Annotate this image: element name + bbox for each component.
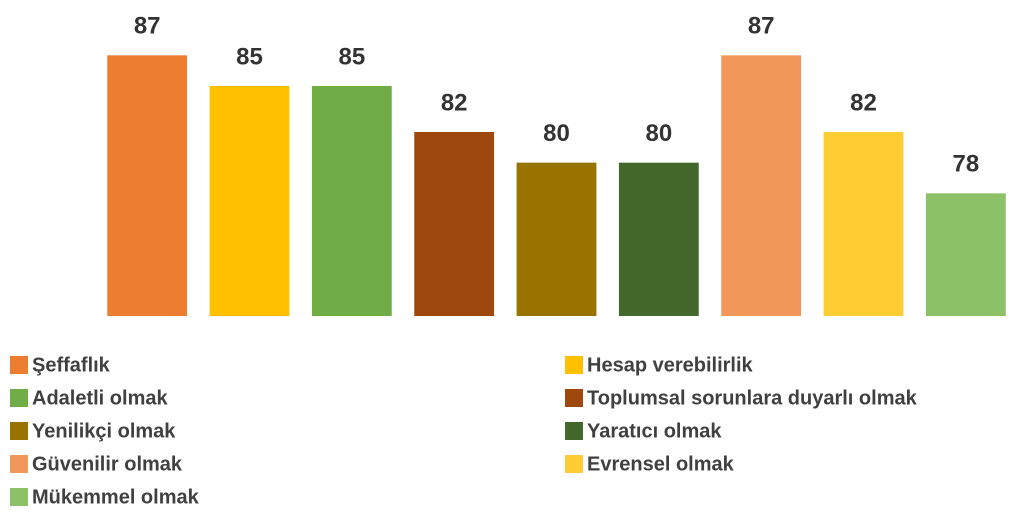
legend-label: Yaratıcı olmak [587, 420, 722, 442]
data-label: 87 [748, 13, 775, 40]
legend-swatch [565, 455, 583, 473]
data-label: 87 [134, 13, 161, 40]
data-label: 80 [543, 120, 570, 147]
legend-label: Hesap verebilirlik [587, 354, 754, 376]
legend-swatch [10, 455, 28, 473]
data-label: 78 [952, 151, 979, 178]
legend-swatch [10, 488, 28, 506]
bar [209, 86, 290, 316]
legend-label: Toplumsal sorunlara duyarlı olmak [587, 387, 918, 409]
legend-swatch [10, 389, 28, 407]
data-label: 85 [236, 43, 263, 70]
legend-swatch [565, 356, 583, 374]
bar [414, 132, 495, 316]
bar [107, 55, 188, 316]
legend-swatch [10, 356, 28, 374]
legend-label: Evrensel olmak [587, 453, 735, 475]
legend-label: Güvenilir olmak [32, 453, 183, 475]
bar [925, 193, 1006, 316]
data-label: 82 [850, 89, 877, 116]
legend-label: Yenilikçi olmak [32, 420, 176, 442]
data-label: 80 [645, 120, 672, 147]
legend-swatch [565, 422, 583, 440]
data-label: 82 [441, 89, 468, 116]
data-label: 85 [338, 43, 365, 70]
legend-swatch [565, 389, 583, 407]
bar [311, 86, 392, 316]
legend-swatch [10, 422, 28, 440]
legend-label: Şeffaflık [32, 354, 111, 376]
bar [618, 162, 699, 316]
legend-label: Mükemmel olmak [32, 486, 200, 508]
bar [516, 162, 597, 316]
legend-label: Adaletli olmak [32, 387, 168, 409]
bar [721, 55, 802, 316]
bar [823, 132, 904, 316]
